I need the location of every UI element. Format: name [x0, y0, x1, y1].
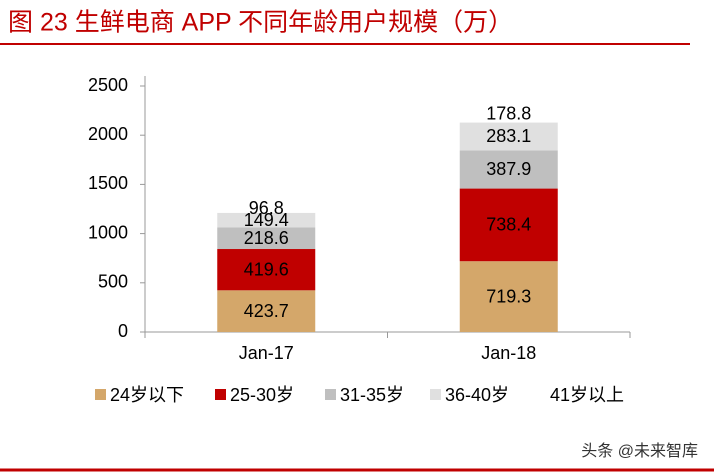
bar-segment	[217, 290, 316, 332]
x-tick-label: Jan-17	[239, 343, 294, 363]
legend-label: 41岁以上	[550, 385, 624, 405]
y-tick-label: 1000	[88, 222, 128, 242]
bar-segment	[459, 150, 558, 189]
y-tick-label: 0	[118, 321, 128, 341]
y-tick-label: 2500	[88, 75, 128, 95]
legend-label: 36-40岁	[445, 385, 509, 405]
bar-segment	[459, 188, 558, 262]
bar-segment	[217, 212, 316, 228]
y-tick-label: 500	[98, 272, 128, 292]
legend-swatch	[325, 389, 336, 400]
bar-segment	[217, 203, 316, 213]
bar-segment	[459, 104, 558, 123]
data-label: 419.6	[244, 259, 289, 279]
data-label: 283.1	[486, 126, 531, 146]
data-label: 149.4	[244, 210, 289, 230]
legend-swatch	[215, 389, 226, 400]
data-label: 218.6	[244, 228, 289, 248]
data-label: 738.4	[486, 215, 531, 235]
legend-label: 31-35岁	[340, 385, 404, 405]
legend-swatch	[95, 389, 106, 400]
data-label: 423.7	[244, 301, 289, 321]
data-label: 719.3	[486, 286, 531, 306]
y-tick-label: 1500	[88, 173, 128, 193]
data-label: 178.8	[486, 103, 531, 123]
watermark: 头条 @未来智库	[581, 442, 698, 460]
data-label: 96.8	[249, 198, 284, 218]
chart-title: 图 23 生鲜电商 APP 不同年龄用户规模（万）	[8, 9, 513, 37]
x-tick-label: Jan-18	[481, 343, 536, 363]
y-tick-label: 2000	[88, 124, 128, 144]
bar-segment	[217, 227, 316, 250]
data-label: 387.9	[486, 159, 531, 179]
bar-segment	[217, 249, 316, 291]
legend-label: 24岁以下	[110, 385, 184, 405]
bar-segment	[459, 122, 558, 151]
legend-swatch	[430, 389, 441, 400]
bar-segment	[459, 261, 558, 332]
legend-label: 25-30岁	[230, 385, 294, 405]
legend-swatch	[535, 389, 546, 400]
